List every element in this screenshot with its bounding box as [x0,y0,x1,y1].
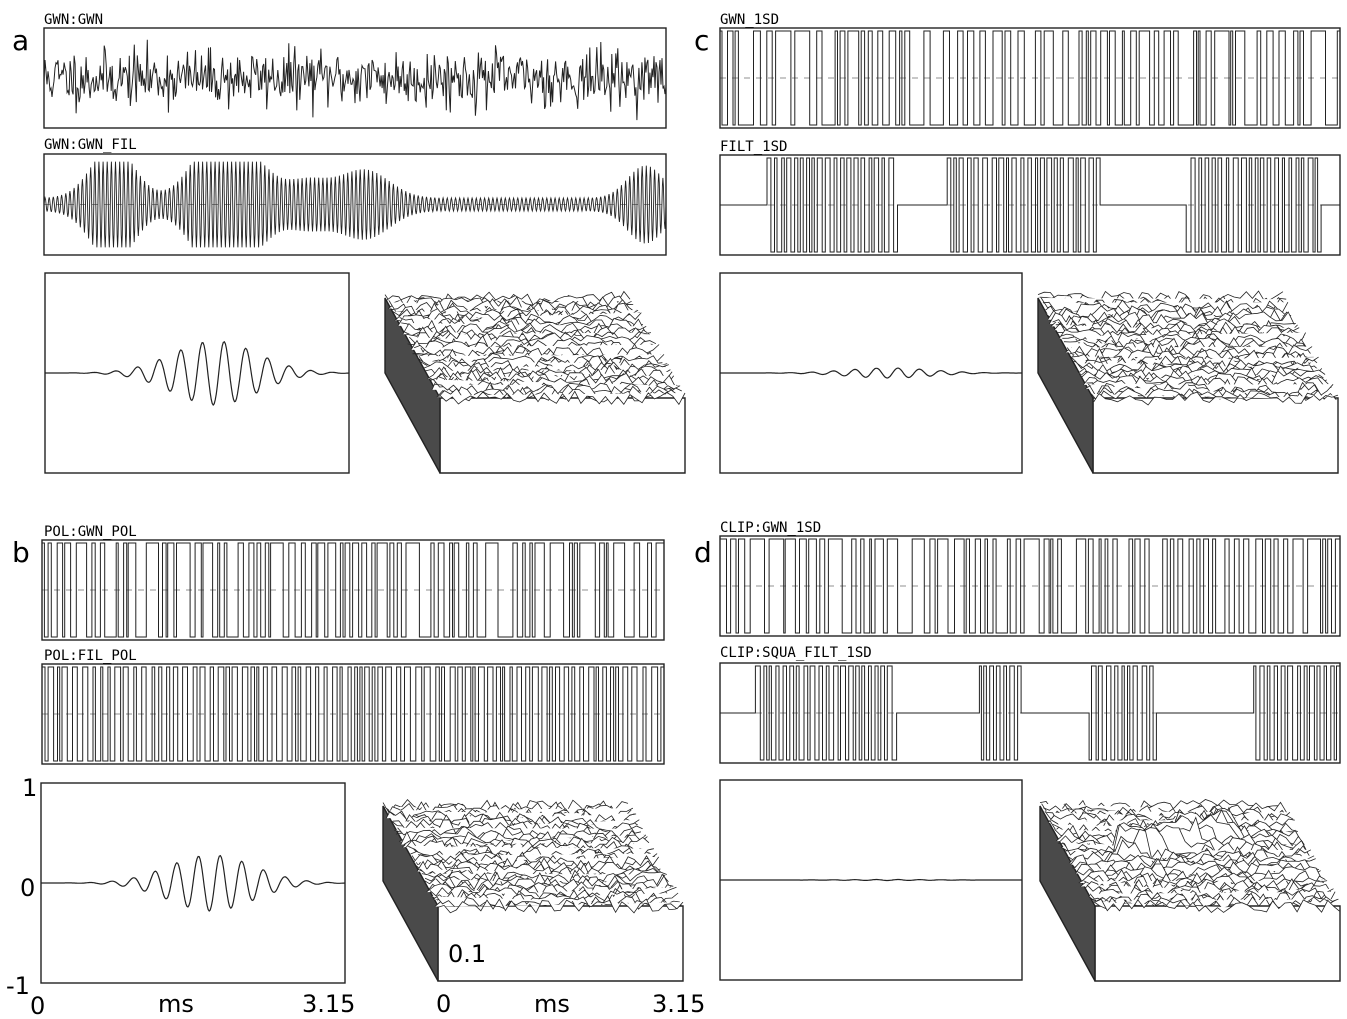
trace-label-a-2: GWN:GWN_FIL [44,137,137,153]
trace-label-d-2: CLIP:SQUA_FILT_1SD [720,645,872,661]
kernel-y-bottom-label: -1 [6,972,30,1000]
panel-letter-c: c [694,24,709,57]
trace-b-gwn-pol [41,539,665,641]
trace-c-filt-1sd [719,154,1341,256]
trace-label-c-2: FILT_1SD [720,139,787,155]
kernel-plot-c [719,272,1023,474]
surface-z-label: 0.1 [448,940,486,968]
kernel-x-start-label: 0 [30,992,45,1019]
kernel-plot-d [719,779,1023,981]
surface-x-unit-label: ms [534,990,570,1018]
trace-label-a-1: GWN:GWN [44,12,103,28]
trace-d-clip-gwn-1sd [719,535,1341,637]
surface-plot-a [384,290,686,474]
kernel-y-top-label: 1 [22,774,37,802]
trace-label-d-1: CLIP:GWN_1SD [720,520,821,536]
surface-x-end-label: 3.15 [652,990,705,1018]
panel-letter-d: d [694,536,712,569]
surface-x-start-label: 0 [436,990,451,1018]
trace-label-c-1: GWN_1SD [720,12,779,28]
trace-a-gwn-fil [43,153,667,256]
panel-letter-b: b [12,536,30,569]
surface-plot-d [1039,799,1341,982]
kernel-plot-b [40,782,346,984]
panel-letter-a: a [12,24,29,57]
trace-b-fil-pol [41,663,665,765]
trace-label-b-1: POL:GWN_POL [44,524,137,540]
trace-label-b-2: POL:FIL_POL [44,648,137,664]
surface-plot-c [1037,290,1339,474]
trace-d-clip-squa-filt-1sd [719,662,1341,764]
kernel-x-unit-label: ms [158,990,194,1018]
kernel-plot-a [44,272,350,474]
kernel-x-end-label: 3.15 [302,990,355,1018]
surface-plot-b [382,798,684,982]
trace-a-gwn [43,27,667,129]
kernel-y-mid-label: 0 [20,874,35,902]
trace-c-gwn-1sd [719,27,1341,129]
